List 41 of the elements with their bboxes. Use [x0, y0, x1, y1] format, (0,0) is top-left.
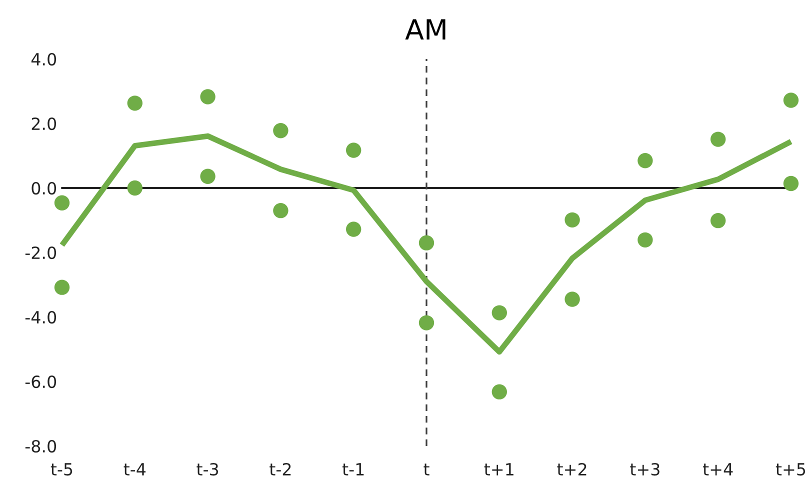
x-tick-label: t-1: [342, 463, 364, 476]
x-tick-label: t+1: [484, 463, 514, 476]
point: [710, 132, 726, 147]
point: [492, 384, 508, 400]
y-tick-label: -6.0: [25, 375, 56, 388]
point: [418, 235, 434, 250]
point: [783, 176, 799, 192]
point: [127, 96, 143, 111]
x-tick-label: t+4: [702, 463, 733, 476]
point: [54, 195, 70, 210]
x-tick-label: t-5: [50, 463, 72, 476]
y-tick-label: -4.0: [25, 310, 56, 324]
x-tick-label: t+2: [557, 462, 586, 476]
point: [564, 212, 580, 228]
x-tick-label: t-2: [270, 462, 291, 476]
point: [710, 212, 726, 228]
point: [346, 222, 362, 237]
x-tick-label: t-3: [196, 462, 218, 476]
point: [200, 89, 216, 104]
y-tick-label: 0.0: [32, 182, 56, 195]
point: [54, 280, 70, 295]
point: [783, 92, 799, 108]
y-tick-label: -8.0: [25, 440, 56, 453]
point: [564, 292, 580, 307]
y-tick-label: 2.0: [32, 117, 56, 130]
x-tick-label: t: [424, 464, 430, 476]
point: [127, 180, 143, 196]
point: [638, 232, 653, 248]
y-tick-label: -2.0: [25, 246, 56, 260]
chart-title: AM: [405, 19, 446, 40]
point: [418, 315, 434, 330]
point: [200, 168, 216, 184]
y-tick-label: 4.0: [31, 52, 56, 66]
x-tick-label: t-4: [124, 463, 146, 476]
point: [273, 202, 288, 218]
x-tick-label: t+3: [630, 462, 660, 476]
point: [346, 142, 362, 158]
x-tick-label: t+5: [776, 463, 806, 476]
point: [638, 152, 653, 168]
point: [273, 122, 288, 138]
point: [492, 305, 508, 320]
